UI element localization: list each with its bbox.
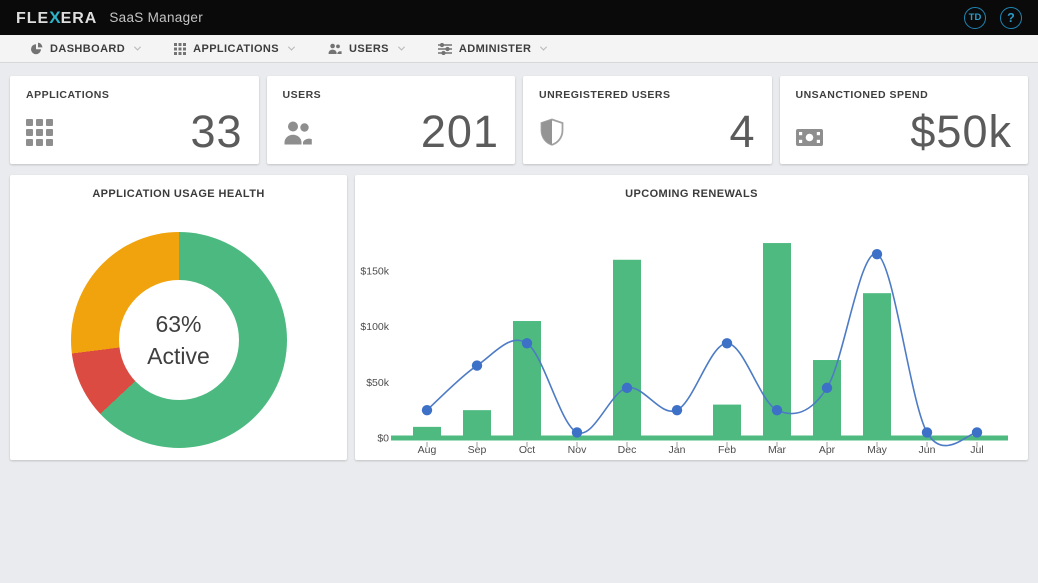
svg-text:Nov: Nov	[568, 444, 587, 456]
sliders-icon	[437, 42, 452, 55]
kpi-card-applications[interactable]: APPLICATIONS 33	[10, 76, 259, 164]
svg-text:Sep: Sep	[468, 444, 487, 456]
chevron-down-icon	[134, 43, 142, 51]
logo-x-accent: X	[49, 7, 61, 27]
product-name: SaaS Manager	[109, 10, 204, 25]
kpi-value: 201	[420, 106, 499, 157]
donut-center-percent: 63%	[155, 310, 202, 337]
kpi-value: 4	[729, 106, 756, 157]
users-icon	[328, 43, 342, 55]
svg-text:$0: $0	[377, 433, 389, 445]
money-icon	[795, 129, 823, 151]
svg-text:$50k: $50k	[366, 377, 390, 389]
help-button[interactable]: ?	[1000, 6, 1022, 29]
nav-label: USERS	[349, 42, 389, 55]
upcoming-renewals-panel: UPCOMING RENEWALS $0 $50k $100k $150k Aug Sep…	[355, 175, 1028, 460]
nav-label: DASHBOARD	[50, 42, 126, 55]
nav-item-dashboard[interactable]: DASHBOARD	[30, 35, 142, 62]
donut-center-label: Active	[147, 343, 210, 369]
kpi-card-unregistered-users[interactable]: UNREGISTERED USERS 4	[523, 76, 772, 164]
svg-text:$100k: $100k	[360, 321, 389, 333]
header-actions: TD ?	[964, 6, 1022, 29]
svg-text:Feb: Feb	[718, 444, 736, 456]
nav-label: ADMINISTER	[458, 42, 532, 55]
svg-text:May: May	[867, 444, 888, 456]
dashboard-content: APPLICATIONS 33 USERS 201 UNREGISTERED U…	[0, 63, 1038, 460]
chevron-down-icon	[540, 43, 548, 51]
chevron-down-icon	[397, 43, 405, 51]
panel-title: APPLICATION USAGE HEALTH	[92, 188, 265, 200]
svg-text:Aug: Aug	[418, 444, 437, 456]
donut-hole: 63% Active	[118, 280, 239, 400]
svg-text:Apr: Apr	[819, 444, 836, 456]
svg-text:Mar: Mar	[768, 444, 787, 456]
kpi-card-users[interactable]: USERS 201	[266, 76, 515, 164]
kpi-row: APPLICATIONS 33 USERS 201 UNREGISTERED U…	[10, 76, 1028, 164]
kpi-card-unsanctioned-spend[interactable]: UNSANCTIONED SPEND $50k	[779, 76, 1028, 164]
grid-icon	[174, 42, 187, 55]
kpi-label: UNREGISTERED USERS	[539, 89, 671, 101]
nav-item-applications[interactable]: APPLICATIONS	[174, 35, 296, 62]
nav-item-users[interactable]: USERS	[328, 35, 405, 62]
kpi-value: $50k	[910, 106, 1012, 157]
kpi-label: USERS	[282, 89, 322, 101]
upcoming-renewals-chart: $0 $50k $100k $150k Aug Sep Oct Nov Dec Jan Feb Mar…	[360, 243, 1008, 456]
svg-text:$150k: $150k	[360, 265, 389, 277]
main-nav: DASHBOARD APPLICATIONS USERS ADMINISTER	[0, 35, 1038, 63]
panel-title: UPCOMING RENEWALS	[625, 188, 758, 200]
charts-row: APPLICATION USAGE HEALTH 63% Active UPCO…	[10, 175, 1028, 460]
application-usage-health-panel: APPLICATION USAGE HEALTH 63% Active	[10, 175, 347, 460]
pie-chart-icon	[30, 42, 43, 55]
shield-icon	[539, 118, 565, 151]
svg-text:Jul: Jul	[970, 444, 983, 456]
kpi-label: UNSANCTIONED SPEND	[795, 89, 929, 101]
svg-text:Jan: Jan	[669, 444, 686, 456]
nav-item-administer[interactable]: ADMINISTER	[437, 35, 548, 62]
logo-text: FLE	[16, 9, 50, 27]
grid-icon	[26, 119, 53, 151]
usage-health-donut: 63% Active	[70, 232, 287, 448]
svg-text:Oct: Oct	[519, 444, 535, 456]
flexera-logo[interactable]: FLE X ERA	[16, 8, 97, 28]
user-avatar[interactable]: TD	[964, 6, 986, 29]
kpi-label: APPLICATIONS	[26, 89, 110, 101]
logo-text-end: ERA	[60, 9, 98, 27]
users-icon	[283, 120, 313, 151]
chevron-down-icon	[287, 43, 296, 51]
svg-text:Jun: Jun	[919, 444, 936, 456]
svg-text:Dec: Dec	[618, 444, 637, 456]
app-header: FLE X ERA SaaS Manager TD ?	[0, 0, 1038, 35]
kpi-value: 33	[190, 106, 243, 157]
nav-label: APPLICATIONS	[193, 42, 279, 55]
